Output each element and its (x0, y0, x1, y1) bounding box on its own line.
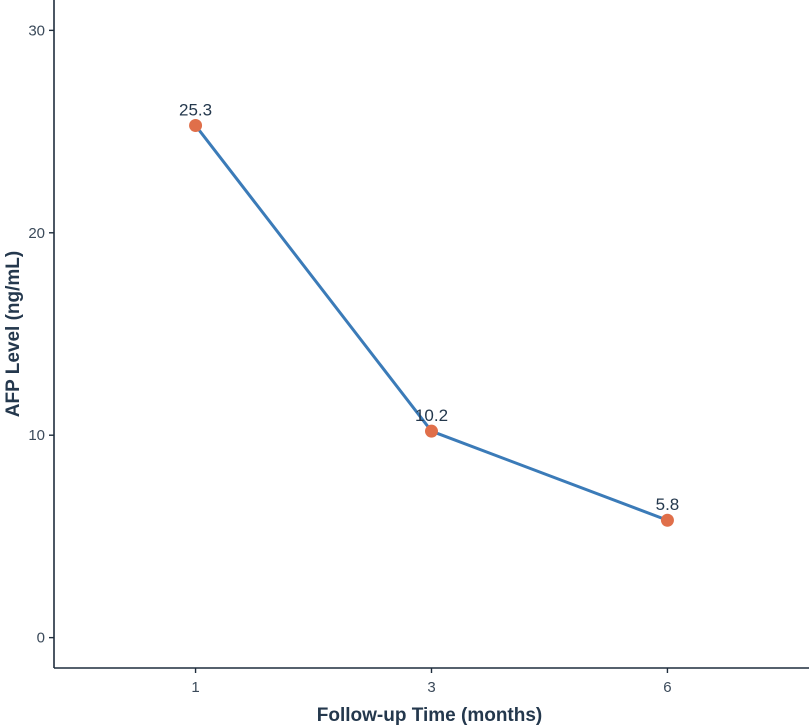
data-point (660, 513, 674, 527)
data-point (425, 424, 438, 438)
series-line (194, 124, 669, 522)
y-tick-label: 10 (28, 427, 45, 444)
data-point (189, 119, 203, 133)
x-tick-label: 1 (191, 679, 199, 696)
x-ticks: 1 3 6 (191, 668, 672, 696)
y-tick-label: 20 (28, 225, 45, 242)
x-axis-title: Follow-up Time (months) (317, 705, 543, 726)
y-axis-title: AFP Level (ng/mL) (3, 251, 24, 417)
series: 25.3 10.2 5.8 (179, 101, 679, 527)
y-tick-label: 0 (37, 630, 45, 647)
axes (53, 0, 809, 669)
data-label: 5.8 (656, 495, 680, 514)
data-label: 25.3 (179, 101, 212, 120)
data-label: 10.2 (415, 406, 448, 425)
y-tick-label: 30 (28, 22, 45, 39)
x-tick-label: 3 (427, 679, 435, 696)
y-ticks: 0 10 20 30 (28, 22, 54, 647)
x-tick-label: 6 (663, 679, 671, 696)
